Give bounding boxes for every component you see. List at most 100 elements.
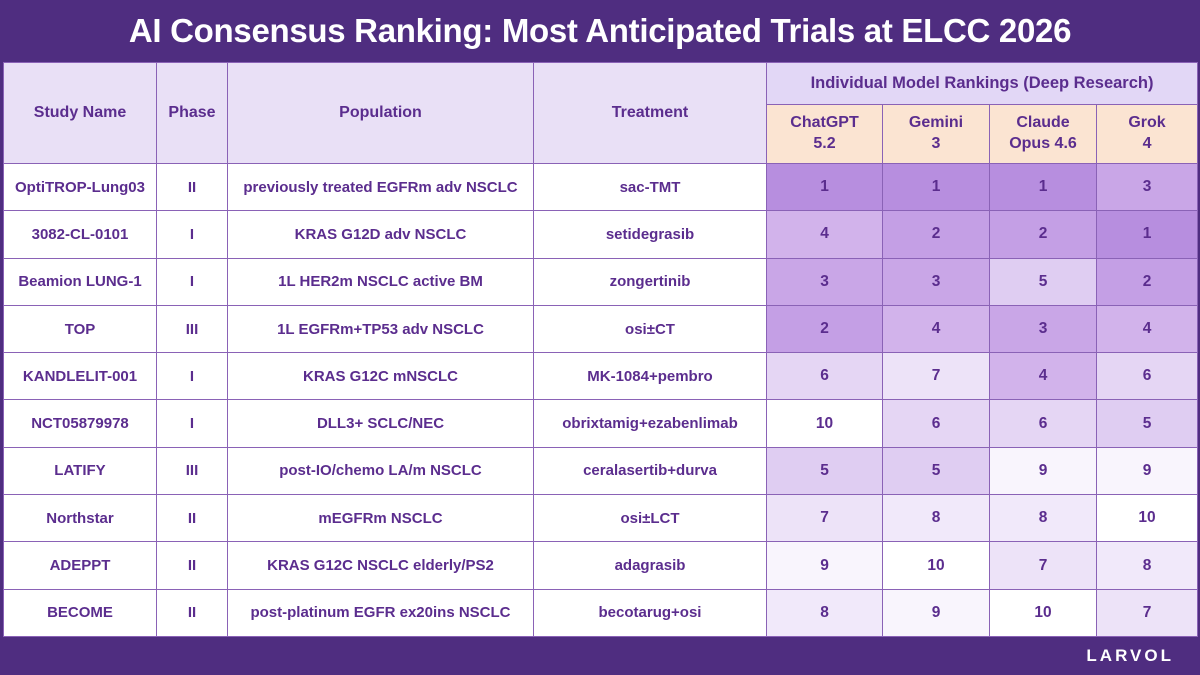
population-cell: KRAS G12C mNSCLC <box>227 352 534 401</box>
rank-cell-grok: 10 <box>1095 494 1199 543</box>
rank-cell-gemini: 2 <box>882 210 990 259</box>
phase-cell: II <box>156 162 228 212</box>
rank-cell-gemini: 6 <box>882 399 990 448</box>
treatment-cell: MK-1084+pembro <box>533 352 767 401</box>
rank-cell-claude: 2 <box>989 210 1097 259</box>
rank-cell-gemini: 8 <box>882 494 990 543</box>
rank-cell-gemini: 1 <box>882 162 990 212</box>
col-header-phase: Phase <box>156 62 228 164</box>
phase-cell: I <box>156 210 228 259</box>
treatment-cell: becotarug+osi <box>533 588 767 638</box>
rank-cell-grok: 6 <box>1095 352 1199 401</box>
table-row: OptiTROP-Lung03 II previously treated EGFR… <box>3 162 1199 212</box>
table-row: BECOME II post-platinum EGFR ex20ins NSCLC… <box>3 588 1199 638</box>
table-row: KANDLELIT-001 I KRAS G12C mNSCLC MK-1084+pe… <box>3 352 1199 401</box>
phase-cell: III <box>156 446 228 496</box>
phase-cell: III <box>156 304 228 354</box>
study-cell: 3082-CL-0101 <box>3 210 157 259</box>
rank-cell-gemini: 4 <box>882 304 990 354</box>
treatment-cell: zongertinib <box>533 257 767 306</box>
col-header-study: Study Name <box>3 62 157 164</box>
study-cell: KANDLELIT-001 <box>3 352 157 401</box>
treatment-cell: setidegrasib <box>533 210 767 259</box>
rank-cell-chatgpt: 4 <box>766 210 883 259</box>
rank-cell-chatgpt: 8 <box>766 588 883 638</box>
table-row: ADEPPT II KRAS G12C NSCLC elderly/PS2 adagr… <box>3 541 1199 590</box>
col-header-chatgpt: ChatGPT 5.2 <box>766 104 883 164</box>
population-cell: 1L EGFRm+TP53 adv NSCLC <box>227 304 534 354</box>
rank-cell-claude: 8 <box>989 494 1097 543</box>
phase-cell: I <box>156 352 228 401</box>
rank-cell-gemini: 10 <box>882 541 990 590</box>
phase-cell: I <box>156 399 228 448</box>
phase-cell: I <box>156 257 228 306</box>
rank-cell-chatgpt: 3 <box>766 257 883 306</box>
treatment-cell: osi±CT <box>533 304 767 354</box>
col-header-gemini: Gemini 3 <box>882 104 990 164</box>
rank-cell-claude: 4 <box>989 352 1097 401</box>
rank-cell-grok: 3 <box>1095 162 1199 212</box>
page-title: AI Consensus Ranking: Most Anticipated T… <box>128 12 1072 49</box>
rank-cell-claude: 5 <box>989 257 1097 306</box>
table-row: LATIFY III post-IO/chemo LA/m NSCLC ceralas… <box>3 446 1199 496</box>
rank-cell-grok: 9 <box>1095 446 1199 496</box>
table-row: Northstar II mEGFRm NSCLC osi±LCT 7 8 8 10 <box>3 494 1199 543</box>
brand-logo: LARVOL <box>1086 646 1174 665</box>
col-header-treatment: Treatment <box>533 62 767 164</box>
study-cell: LATIFY <box>3 446 157 496</box>
study-cell: Northstar <box>3 494 157 543</box>
table-row: 3082-CL-0101 I KRAS G12D adv NSCLC setidegr… <box>3 210 1199 259</box>
rank-cell-chatgpt: 1 <box>766 162 883 212</box>
population-cell: mEGFRm NSCLC <box>227 494 534 543</box>
treatment-cell: sac-TMT <box>533 162 767 212</box>
rank-cell-gemini: 5 <box>882 446 990 496</box>
phase-cell: II <box>156 541 228 590</box>
phase-cell: II <box>156 494 228 543</box>
population-cell: DLL3+ SCLC/NEC <box>227 399 534 448</box>
rank-cell-grok: 7 <box>1095 588 1199 638</box>
rank-cell-chatgpt: 9 <box>766 541 883 590</box>
rank-cell-chatgpt: 5 <box>766 446 883 496</box>
table-row: TOP III 1L EGFRm+TP53 adv NSCLC osi±CT 2 4 3 4 <box>3 304 1199 354</box>
population-cell: post-IO/chemo LA/m NSCLC <box>227 446 534 496</box>
rank-cell-grok: 5 <box>1095 399 1199 448</box>
rank-cell-claude: 3 <box>989 304 1097 354</box>
model-header-row: ChatGPT 5.2 Gemini 3 Claude Opus 4.6 Grok 4 <box>4 104 1199 164</box>
table-body: OptiTROP-Lung03 II previously treated EGFR… <box>3 162 1199 638</box>
population-cell: 1L HER2m NSCLC active BM <box>227 257 534 306</box>
population-cell: KRAS G12D adv NSCLC <box>227 210 534 259</box>
table-row: NCT05879978 I DLL3+ SCLC/NEC obrixtamig+eza… <box>3 399 1199 448</box>
study-cell: Beamion LUNG-1 <box>3 257 157 306</box>
study-cell: NCT05879978 <box>3 399 157 448</box>
rankings-table: Study Name Phase Population Treatment In… <box>3 62 1199 638</box>
rank-cell-claude: 6 <box>989 399 1097 448</box>
rank-cell-claude: 10 <box>989 588 1097 638</box>
table-header-row: Study Name Phase Population Treatment In… <box>3 62 1199 164</box>
table-row: Beamion LUNG-1 I 1L HER2m NSCLC active BM z… <box>3 257 1199 306</box>
study-cell: ADEPPT <box>3 541 157 590</box>
rank-cell-chatgpt: 2 <box>766 304 883 354</box>
col-header-population: Population <box>227 62 534 164</box>
treatment-cell: obrixtamig+ezabenlimab <box>533 399 767 448</box>
study-cell: BECOME <box>3 588 157 638</box>
study-cell: TOP <box>3 304 157 354</box>
rank-cell-grok: 8 <box>1095 541 1199 590</box>
study-cell: OptiTROP-Lung03 <box>3 162 157 212</box>
treatment-cell: ceralasertib+durva <box>533 446 767 496</box>
rank-cell-claude: 1 <box>989 162 1097 212</box>
rank-cell-claude: 7 <box>989 541 1097 590</box>
rank-cell-grok: 4 <box>1095 304 1199 354</box>
rank-cell-grok: 2 <box>1095 257 1199 306</box>
rank-cell-chatgpt: 6 <box>766 352 883 401</box>
col-header-claude: Claude Opus 4.6 <box>989 104 1097 164</box>
rank-cell-claude: 9 <box>989 446 1097 496</box>
footer-bar: LARVOL <box>0 637 1200 675</box>
rank-cell-gemini: 3 <box>882 257 990 306</box>
treatment-cell: adagrasib <box>533 541 767 590</box>
rank-cell-chatgpt: 7 <box>766 494 883 543</box>
treatment-cell: osi±LCT <box>533 494 767 543</box>
population-cell: previously treated EGFRm adv NSCLC <box>227 162 534 212</box>
population-cell: post-platinum EGFR ex20ins NSCLC <box>227 588 534 638</box>
col-header-grok: Grok 4 <box>1095 104 1199 164</box>
group-header-model-rankings: Individual Model Rankings (Deep Research… <box>765 62 1199 105</box>
